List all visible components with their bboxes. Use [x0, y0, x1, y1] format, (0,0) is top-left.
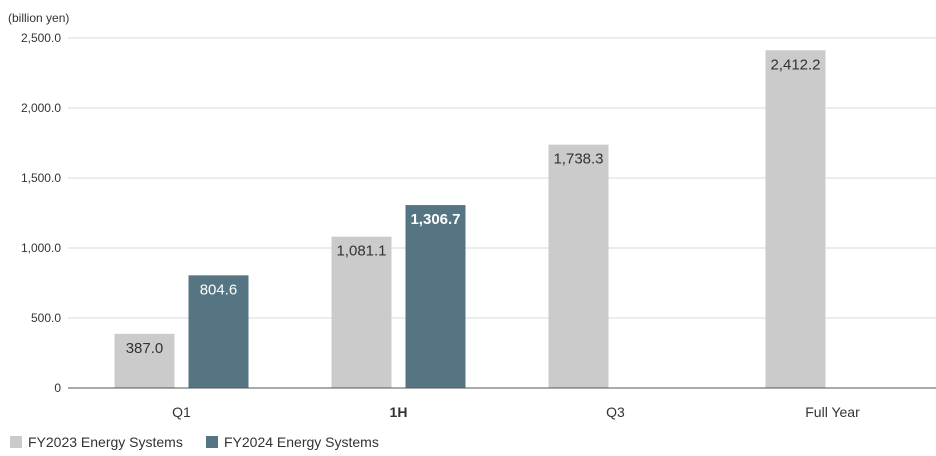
bar-data-label: 387.0	[126, 340, 164, 357]
x-category-label: Q3	[606, 404, 625, 420]
y-tick-label: 1,000.0	[21, 241, 61, 255]
x-category-label: Q1	[172, 404, 191, 420]
y-axis-unit-label: (billion yen)	[8, 11, 69, 25]
legend-label-fy2023: FY2023 Energy Systems	[28, 434, 183, 450]
y-tick-label: 2,000.0	[21, 101, 61, 115]
bar-data-label: 2,412.2	[770, 56, 820, 73]
bar-data-label: 804.6	[200, 281, 238, 298]
legend: FY2023 Energy Systems FY2024 Energy Syst…	[10, 434, 379, 450]
bar	[765, 50, 826, 389]
y-tick-label: 1,500.0	[21, 171, 61, 185]
bar	[405, 205, 466, 388]
x-axis-categories: Q1 1H Q3 Full Year	[172, 404, 860, 420]
bar	[188, 275, 249, 388]
bar	[548, 144, 609, 388]
y-tick-label: 0	[54, 381, 61, 395]
bar-data-label: 1,738.3	[553, 151, 603, 168]
y-tick-label: 2,500.0	[21, 31, 61, 45]
legend-label-fy2024: FY2024 Energy Systems	[224, 434, 379, 450]
bar	[114, 333, 175, 388]
x-category-label: Full Year	[805, 404, 860, 420]
bars	[114, 50, 826, 389]
legend-swatch-fy2024	[206, 436, 218, 448]
y-axis-ticks: 0 500.0 1,000.0 1,500.0 2,000.0 2,500.0	[21, 31, 61, 395]
legend-swatch-fy2023	[10, 436, 22, 448]
data-labels: 387.0 804.6 1,081.1 1,306.7 1,738.3 2,412.2	[126, 56, 821, 357]
bar-data-label: 1,081.1	[336, 243, 386, 260]
y-tick-label: 500.0	[31, 311, 61, 325]
bar	[331, 236, 392, 388]
bar-data-label: 1,306.7	[410, 211, 460, 228]
x-category-label: 1H	[390, 404, 408, 420]
